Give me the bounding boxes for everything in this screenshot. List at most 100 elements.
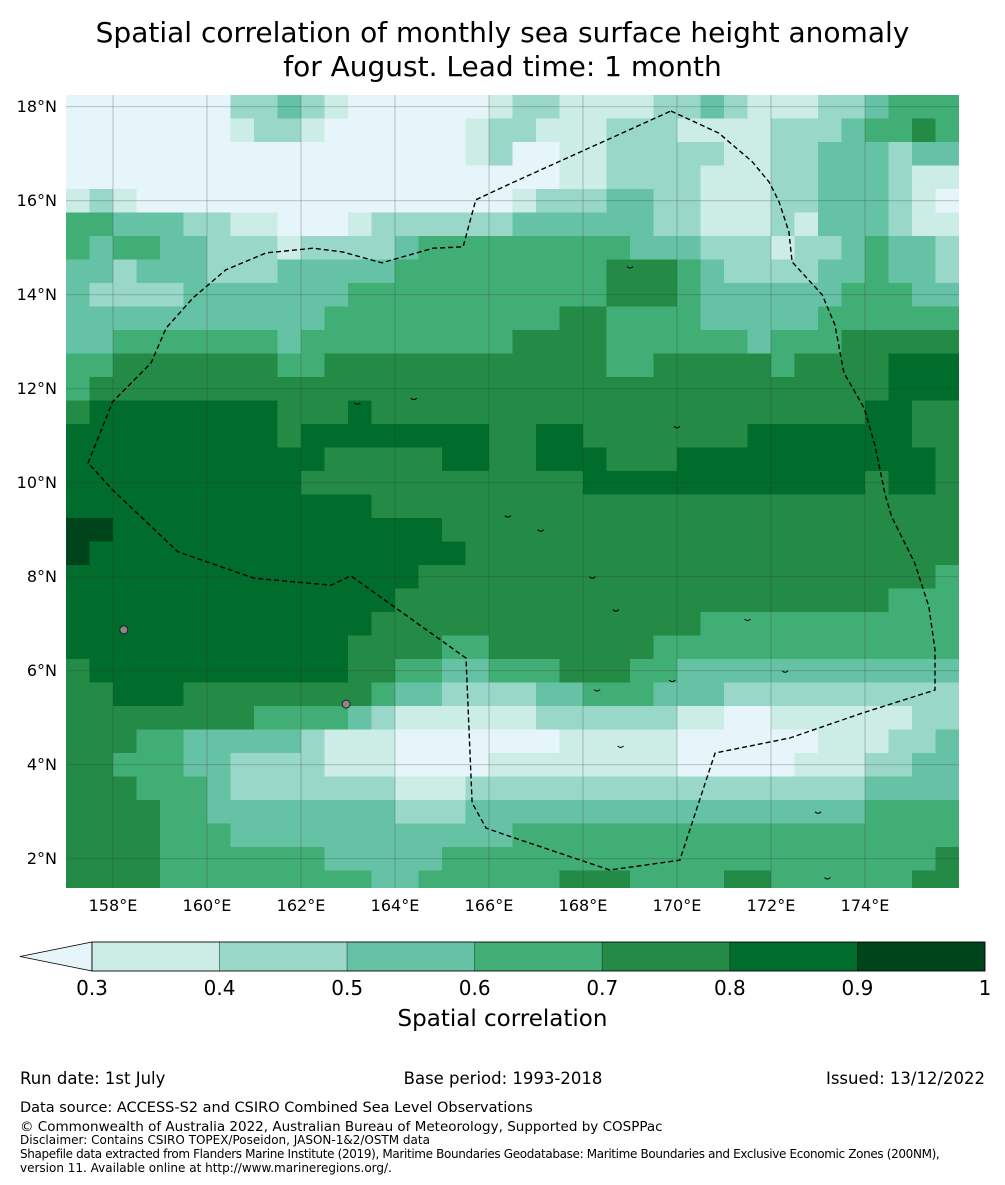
heatmap-cell <box>418 236 443 261</box>
heatmap-cell <box>747 776 772 801</box>
heatmap-cell <box>277 118 302 143</box>
heatmap-cell <box>865 377 890 402</box>
heatmap-cell <box>771 330 796 355</box>
heatmap-cell <box>606 800 631 825</box>
heatmap-cell <box>653 847 678 872</box>
heatmap-cell <box>653 95 678 120</box>
heatmap-cell <box>700 377 725 402</box>
heatmap-cell <box>606 95 631 120</box>
heatmap-cell <box>324 800 349 825</box>
heatmap-cell <box>136 682 161 707</box>
heatmap-cell <box>677 588 702 613</box>
heatmap-cell <box>207 870 232 888</box>
heatmap-cell <box>888 588 913 613</box>
heatmap-cell <box>160 165 185 190</box>
heatmap-cell <box>559 706 584 731</box>
heatmap-cell <box>395 95 420 120</box>
heatmap-cell <box>559 682 584 707</box>
heatmap-cell <box>160 118 185 143</box>
heatmap-cell <box>89 447 114 472</box>
heatmap-cell <box>606 471 631 496</box>
heatmap-cell <box>371 706 396 731</box>
atoll-outline <box>814 811 822 814</box>
heatmap-cell <box>935 118 959 143</box>
lon-label: 162°E <box>276 896 326 915</box>
heatmap-cell <box>442 424 467 449</box>
heatmap-cell <box>724 259 749 284</box>
heatmap-cell <box>395 353 420 378</box>
heatmap-cell <box>677 635 702 660</box>
heatmap-cell <box>89 212 114 237</box>
heatmap-cell <box>536 424 561 449</box>
heatmap-cell <box>935 165 959 190</box>
heatmap-cell <box>841 706 866 731</box>
heatmap-cell <box>559 236 584 261</box>
heatmap-cell <box>254 870 279 888</box>
heatmap-cell <box>700 659 725 684</box>
heatmap-cell <box>912 635 937 660</box>
atoll-outline <box>744 618 751 622</box>
heatmap-cell <box>371 588 396 613</box>
heatmap-cell <box>324 776 349 801</box>
heatmap-cell <box>183 471 208 496</box>
heatmap-cell <box>207 306 232 331</box>
issued-date: Issued: 13/12/2022 <box>825 1069 985 1088</box>
heatmap-cell <box>630 212 655 237</box>
heatmap-cell <box>912 541 937 566</box>
colorbar-label: Spatial correlation <box>397 1006 608 1032</box>
heatmap-cell <box>348 682 373 707</box>
heatmap-cell <box>747 283 772 308</box>
heatmap-cell <box>348 753 373 778</box>
heatmap-cell <box>677 400 702 425</box>
heatmap-cell <box>653 400 678 425</box>
heatmap-cell <box>630 118 655 143</box>
heatmap-cell <box>66 306 91 331</box>
heatmap-cell <box>912 165 937 190</box>
heatmap-cell <box>935 635 959 660</box>
heatmap-cell <box>160 659 185 684</box>
heatmap-cell <box>559 447 584 472</box>
heatmap-cell <box>935 659 959 684</box>
heatmap-cell <box>583 424 608 449</box>
heatmap-cell <box>113 424 138 449</box>
heatmap-cell <box>89 612 114 637</box>
heatmap-cell <box>348 635 373 660</box>
heatmap-cell <box>935 283 959 308</box>
heatmap-cell <box>935 400 959 425</box>
heatmap-cell <box>183 95 208 120</box>
heatmap-cell <box>113 353 138 378</box>
heatmap-cell <box>559 118 584 143</box>
heatmap-cell <box>771 800 796 825</box>
heatmap-cell <box>888 870 913 888</box>
heatmap-cell <box>794 95 819 120</box>
heatmap-cell <box>653 659 678 684</box>
heatmap-cell <box>324 471 349 496</box>
heatmap-cell <box>818 800 843 825</box>
heatmap-cell <box>418 706 443 731</box>
heatmap-cell <box>747 847 772 872</box>
heatmap-cell <box>230 541 255 566</box>
heatmap-cell <box>841 189 866 214</box>
heatmap-cell <box>865 659 890 684</box>
heatmap-cell <box>324 236 349 261</box>
heatmap-cell <box>794 729 819 754</box>
heatmap-cell <box>888 330 913 355</box>
heatmap-cell <box>818 518 843 543</box>
heatmap-cell <box>536 353 561 378</box>
heatmap-cell <box>183 494 208 519</box>
lon-label: 166°E <box>464 896 514 915</box>
heatmap-cell <box>230 494 255 519</box>
heatmap-cell <box>113 165 138 190</box>
heatmap-cell <box>465 518 490 543</box>
heatmap-cell <box>418 447 443 472</box>
heatmap-cell <box>724 165 749 190</box>
heatmap-cell <box>630 800 655 825</box>
heatmap-cell <box>818 424 843 449</box>
heatmap-cell <box>512 565 537 590</box>
heatmap-cell <box>89 306 114 331</box>
heatmap-cell <box>489 212 514 237</box>
heatmap-cell <box>630 682 655 707</box>
eez-boundary <box>87 110 936 871</box>
heatmap-cell <box>66 95 91 120</box>
heatmap-cell <box>442 541 467 566</box>
